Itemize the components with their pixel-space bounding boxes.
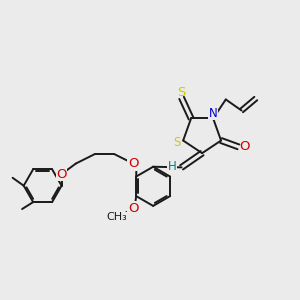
Text: S: S [173,136,181,148]
Text: H: H [168,160,176,173]
Text: O: O [239,140,249,153]
Text: CH₃: CH₃ [106,212,127,222]
Text: O: O [128,202,139,215]
Text: N: N [209,106,218,120]
Text: O: O [128,157,139,170]
Text: O: O [56,168,67,181]
Text: S: S [177,86,186,99]
